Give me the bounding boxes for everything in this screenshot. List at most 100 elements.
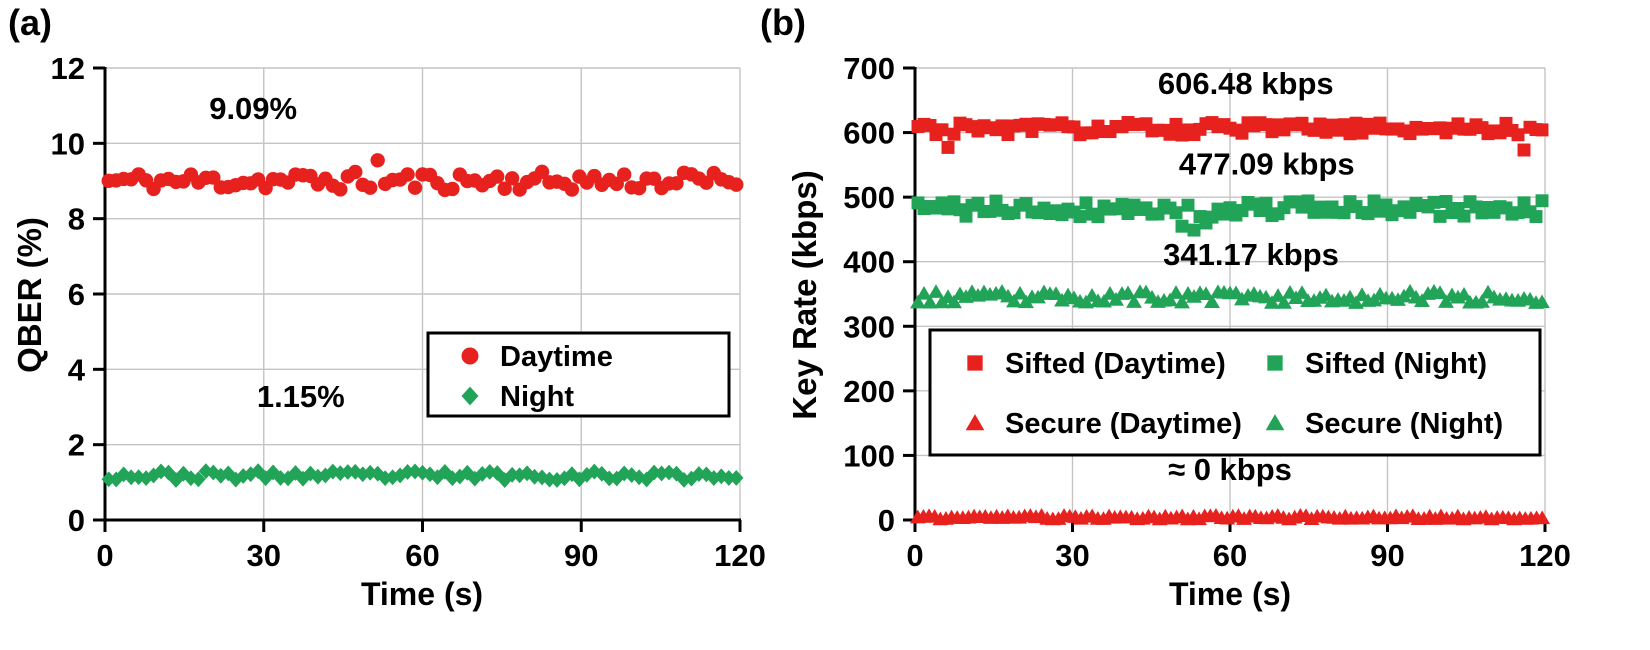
sifted-night-point <box>1433 209 1447 223</box>
secure-night-point <box>1534 294 1550 309</box>
sifted-night-point <box>1079 196 1093 210</box>
night-point <box>131 469 146 486</box>
y-tick-label: 300 <box>843 309 895 344</box>
x-tick-label: 90 <box>1370 538 1404 573</box>
night-point <box>445 470 460 487</box>
secure-daytime-legend-marker-icon <box>965 414 985 431</box>
y-tick-label: 100 <box>843 438 895 473</box>
daytime-legend-marker-icon <box>461 347 479 365</box>
night-point <box>213 467 228 484</box>
secure-night-point <box>1162 292 1178 307</box>
secure-night-point <box>1276 295 1292 309</box>
sifted-night-point <box>983 204 997 218</box>
sifted-night-legend-marker-icon <box>1267 355 1283 371</box>
night-point <box>729 470 744 486</box>
sifted-night-point <box>1169 206 1183 220</box>
sifted-daytime-annotation: 606.48 kbps <box>1158 66 1334 101</box>
night-point <box>572 471 587 488</box>
daytime-point <box>348 164 363 180</box>
night-point <box>109 471 124 488</box>
secure-night-point <box>970 287 986 302</box>
daytime-point <box>407 180 423 195</box>
x-tick-label: 30 <box>1055 538 1089 573</box>
y-tick-label: 4 <box>68 352 86 387</box>
secure-night-point <box>1264 295 1280 309</box>
night-point <box>714 468 729 485</box>
night-point <box>564 466 580 483</box>
night-point <box>101 471 116 488</box>
night-point <box>624 467 639 484</box>
y-tick-label: 12 <box>51 51 85 86</box>
night-point <box>617 465 632 482</box>
daytime-point <box>206 170 221 185</box>
keyrate-x-axis-title: Time (s) <box>1168 576 1292 612</box>
secure-daytime-legend-label: Secure (Daytime) <box>1005 408 1242 440</box>
qber-y-axis-title: QBER (%) <box>11 217 48 373</box>
legend-box <box>928 328 1542 457</box>
night-point <box>138 470 154 487</box>
daytime-point <box>363 180 378 195</box>
daytime-point <box>564 182 580 197</box>
secure-night-point <box>916 285 932 300</box>
secure-night-point <box>1432 285 1448 299</box>
y-tick-label: 2 <box>68 428 85 463</box>
y-tick-label: 400 <box>843 245 895 280</box>
secure-night-point <box>1120 285 1136 300</box>
night-point <box>415 464 430 481</box>
x-tick-label: 90 <box>564 538 598 573</box>
sifted-night-point <box>1175 219 1189 233</box>
night-point <box>176 465 191 482</box>
secure-night-point <box>1168 285 1184 299</box>
sifted-night-point <box>1379 198 1393 212</box>
x-tick-label: 60 <box>1213 538 1247 573</box>
night-point <box>340 464 355 480</box>
x-tick-label: 60 <box>405 538 439 573</box>
sifted-daytime-point <box>941 140 955 154</box>
y-tick-label: 200 <box>843 374 895 409</box>
sifted-night-point <box>1091 210 1105 224</box>
y-tick-label: 0 <box>68 503 85 538</box>
panel-a-label: (a) <box>8 2 52 43</box>
night-point <box>579 466 595 483</box>
sifted-night-point <box>1361 207 1375 221</box>
night-point <box>221 465 236 482</box>
night-point <box>363 464 378 481</box>
night-point <box>721 469 736 486</box>
night-point <box>430 469 445 486</box>
secure-night-point <box>910 294 926 309</box>
daytime-point <box>534 164 550 180</box>
secure-night-legend-marker-icon <box>1265 414 1285 431</box>
sifted-night-point <box>1187 223 1201 237</box>
x-tick-label: 0 <box>906 538 923 573</box>
secure-night-point <box>1294 285 1310 299</box>
y-tick-label: 600 <box>843 116 895 151</box>
sifted-daytime-point <box>935 123 949 137</box>
secure-night-point <box>1204 294 1220 309</box>
sifted-daytime-legend-label: Sifted (Daytime) <box>1005 348 1226 380</box>
night-point <box>639 471 654 488</box>
daytime-point <box>490 169 505 184</box>
qber-x-axis-title: Time (s) <box>360 576 484 612</box>
night-point <box>460 464 475 481</box>
sifted-night-legend-label: Sifted (Night) <box>1305 348 1487 380</box>
night-point <box>288 465 303 481</box>
night-point <box>594 465 609 482</box>
secure-night-point <box>1198 286 1214 301</box>
y-tick-label: 700 <box>843 51 895 86</box>
sifted-night-point <box>1439 195 1453 208</box>
secure-night-point <box>1012 285 1028 300</box>
secure-night-point <box>1006 293 1022 308</box>
sifted-daytime-point <box>1169 117 1183 131</box>
night-point <box>146 467 161 484</box>
night-point <box>452 468 468 485</box>
panel-b-label: (b) <box>760 2 806 43</box>
secure-night-point <box>1096 293 1112 308</box>
daytime-point <box>400 167 415 182</box>
legend-box <box>426 331 731 418</box>
daytime-point <box>729 177 744 192</box>
keyrate-y-axis-title: Key Rate (kbps) <box>786 170 823 420</box>
y-tick-label: 6 <box>68 277 85 312</box>
sifted-night-point <box>959 209 973 223</box>
